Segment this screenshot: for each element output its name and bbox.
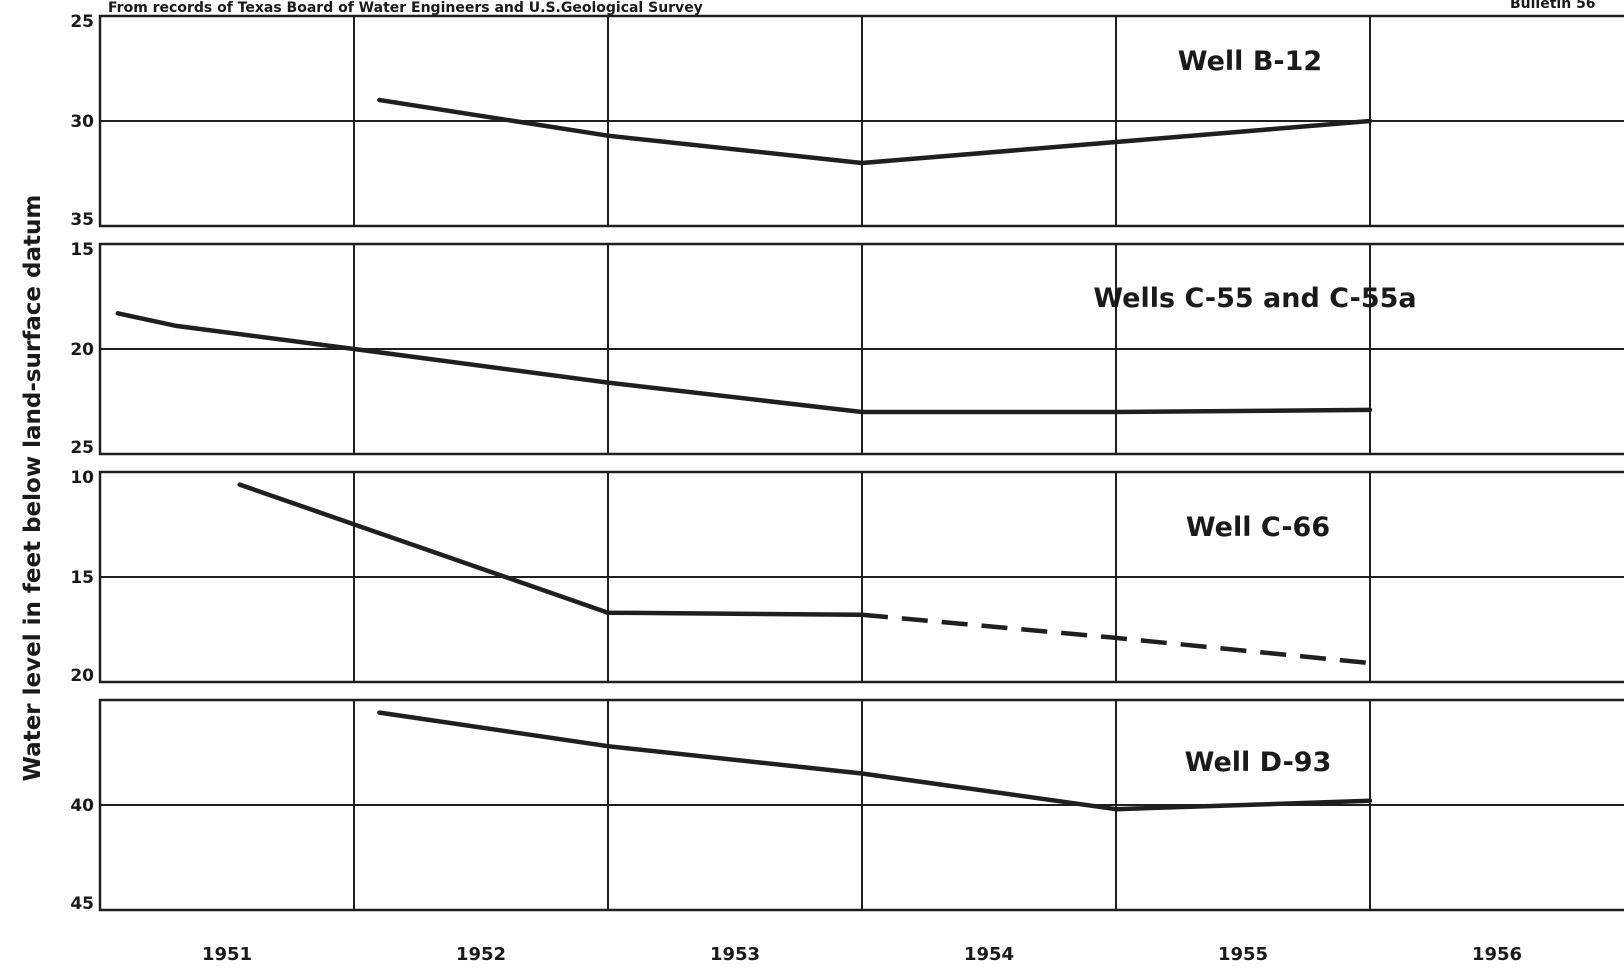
y-tick-label: 25 — [70, 438, 94, 458]
panel-frame — [98, 242, 1624, 456]
chart-panels: 25 30 35 Well B-12 15 20 25 Wells C-55 and C-55… — [70, 12, 1624, 914]
x-tick-label: 1953 — [710, 944, 760, 965]
y-tick-label: 15 — [70, 568, 94, 588]
x-tick-label: 1956 — [1472, 944, 1522, 965]
panel-frame — [98, 698, 1624, 912]
water-level-line — [237, 482, 865, 618]
panel-frame — [98, 14, 1624, 228]
panel-title: Wells C-55 and C-55a — [1093, 283, 1416, 314]
y-tick-label: 20 — [70, 666, 94, 686]
water-level-line — [377, 97, 1373, 166]
panel-2: 15 20 25 Wells C-55 and C-55a — [70, 240, 1624, 458]
water-level-estimated-line — [861, 612, 1371, 666]
x-tick-label: 1952 — [456, 944, 506, 965]
y-tick-label: 40 — [70, 796, 94, 816]
y-tick-label: 10 — [70, 468, 94, 488]
panel-4: 40 45 Well D-93 — [70, 698, 1624, 914]
panel-title: Well B-12 — [1178, 46, 1322, 77]
x-tick-label: 1954 — [964, 944, 1014, 965]
panel-title: Well C-66 — [1186, 512, 1330, 543]
source-note: From records of Texas Board of Water Eng… — [108, 0, 703, 16]
x-tick-label: 1951 — [202, 944, 252, 965]
bulletin-label: Bulletin 56 — [1510, 0, 1596, 12]
y-tick-label: 30 — [70, 112, 94, 132]
water-level-line — [377, 710, 1373, 812]
panel-1: 25 30 35 Well B-12 — [70, 12, 1624, 230]
y-tick-label: 35 — [70, 210, 94, 230]
y-axis-label: Water level in feet below land-surface d… — [20, 195, 46, 782]
x-tick-label: 1955 — [1218, 944, 1268, 965]
y-tick-label: 20 — [70, 340, 94, 360]
y-tick-label: 15 — [70, 240, 94, 260]
panel-3: 10 15 20 Well C-66 — [70, 468, 1624, 686]
y-tick-label: 25 — [70, 12, 94, 32]
x-axis: 1951 1952 1953 1954 1955 1956 — [202, 944, 1522, 965]
panel-frame — [98, 470, 1624, 684]
y-tick-label: 45 — [70, 894, 94, 914]
water-level-line — [115, 311, 1373, 415]
panel-title: Well D-93 — [1185, 747, 1332, 778]
